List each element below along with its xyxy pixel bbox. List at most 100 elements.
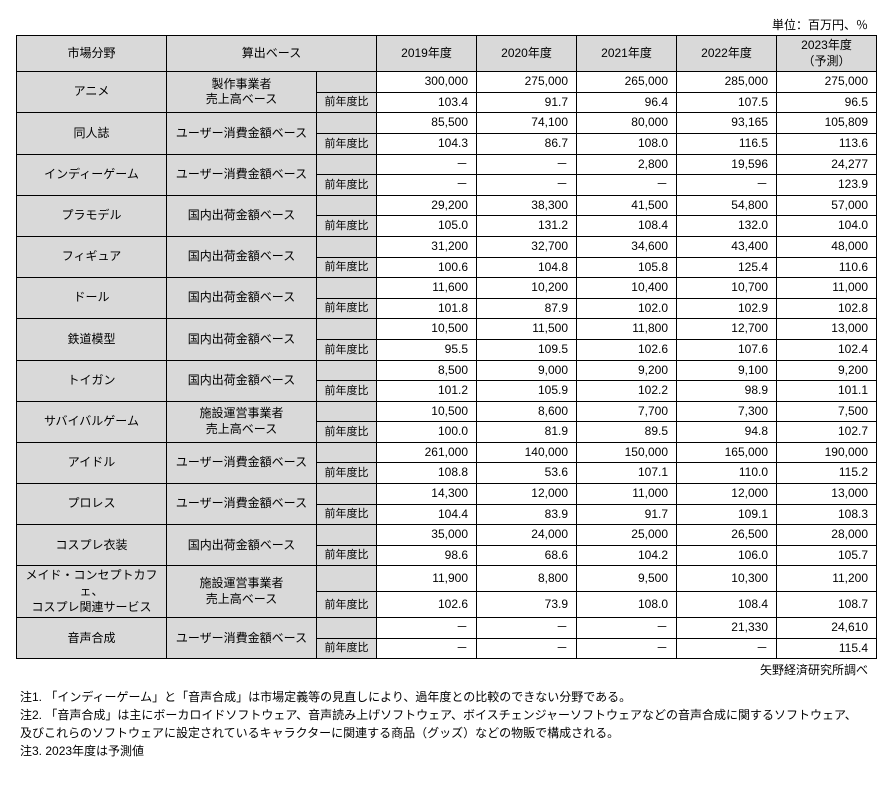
value-cell: 10,300 — [677, 566, 777, 592]
yoy-cell: 132.0 — [677, 216, 777, 237]
yoy-cell: 104.3 — [377, 133, 477, 154]
market-table: 市場分野算出ベース2019年度2020年度2021年度2022年度2023年度（… — [16, 35, 877, 659]
yoy-cell: 95.5 — [377, 339, 477, 360]
value-cell: 11,600 — [377, 278, 477, 299]
category-name: プロレス — [17, 484, 167, 525]
note-line: 注3. 2023年度は予測値 — [20, 742, 868, 760]
yoy-cell: 102.2 — [577, 381, 677, 402]
value-cell: 10,400 — [577, 278, 677, 299]
value-cell: 14,300 — [377, 484, 477, 505]
yoy-cell: 102.6 — [577, 339, 677, 360]
value-cell: 265,000 — [577, 72, 677, 93]
yoy-cell: 107.5 — [677, 92, 777, 113]
yoy-cell: 102.6 — [377, 592, 477, 618]
yoy-label: 前年度比 — [317, 592, 377, 618]
basis-right-empty — [317, 236, 377, 257]
yoy-label: 前年度比 — [317, 381, 377, 402]
basis-right-empty — [317, 401, 377, 422]
category-name: メイド・コンセプトカフェ、コスプレ関連サービス — [17, 566, 167, 618]
category-name: トイガン — [17, 360, 167, 401]
note-line: 注2. 「音声合成」は主にボーカロイドソフトウェア、音声読み上げソフトウェア、ボ… — [20, 706, 868, 742]
basis-label: ユーザー消費金額ベース — [167, 113, 317, 154]
yoy-cell: 87.9 — [477, 298, 577, 319]
yoy-cell: 106.0 — [677, 545, 777, 566]
basis-right-empty — [317, 484, 377, 505]
yoy-cell: 73.9 — [477, 592, 577, 618]
value-cell: 9,200 — [577, 360, 677, 381]
value-cell: 93,165 — [677, 113, 777, 134]
yoy-cell: 104.8 — [477, 257, 577, 278]
yoy-label: 前年度比 — [317, 638, 377, 659]
basis-right-empty — [317, 525, 377, 546]
yoy-cell: 105.7 — [777, 545, 877, 566]
yoy-cell: 105.9 — [477, 381, 577, 402]
yoy-label: 前年度比 — [317, 504, 377, 525]
yoy-cell: 108.4 — [677, 592, 777, 618]
yoy-cell: 110.6 — [777, 257, 877, 278]
value-cell: 10,500 — [377, 401, 477, 422]
value-cell: 12,000 — [677, 484, 777, 505]
notes-block: 注1. 「インディーゲーム」と「音声合成」は市場定義等の見直しにより、過年度との… — [20, 688, 868, 760]
value-cell: 165,000 — [677, 442, 777, 463]
value-cell: 11,800 — [577, 319, 677, 340]
yoy-cell: 68.6 — [477, 545, 577, 566]
basis-label: 国内出荷金額ベース — [167, 236, 317, 277]
yoy-cell: 102.4 — [777, 339, 877, 360]
yoy-cell: 108.8 — [377, 463, 477, 484]
yoy-cell: 83.9 — [477, 504, 577, 525]
yoy-cell: 115.4 — [777, 638, 877, 659]
yoy-cell: 104.2 — [577, 545, 677, 566]
yoy-cell: 96.5 — [777, 92, 877, 113]
value-cell: 19,596 — [677, 154, 777, 175]
value-cell: 11,000 — [777, 278, 877, 299]
yoy-cell: 100.6 — [377, 257, 477, 278]
basis-right-empty — [317, 278, 377, 299]
yoy-cell: 108.7 — [777, 592, 877, 618]
value-cell: 38,300 — [477, 195, 577, 216]
value-cell: 24,000 — [477, 525, 577, 546]
yoy-cell: 115.2 — [777, 463, 877, 484]
value-cell: 24,610 — [777, 618, 877, 639]
value-cell: 12,000 — [477, 484, 577, 505]
yoy-cell: 101.8 — [377, 298, 477, 319]
category-name: アニメ — [17, 72, 167, 113]
value-cell: 54,800 — [677, 195, 777, 216]
value-cell: 7,500 — [777, 401, 877, 422]
value-cell: 8,500 — [377, 360, 477, 381]
basis-label: ユーザー消費金額ベース — [167, 484, 317, 525]
yoy-cell: 89.5 — [577, 422, 677, 443]
category-name: フィギュア — [17, 236, 167, 277]
value-cell: 43,400 — [677, 236, 777, 257]
basis-label: ユーザー消費金額ベース — [167, 442, 317, 483]
value-cell: 105,809 — [777, 113, 877, 134]
header-year-2: 2021年度 — [577, 36, 677, 72]
basis-right-empty — [317, 113, 377, 134]
category-name: ドール — [17, 278, 167, 319]
value-cell: 9,000 — [477, 360, 577, 381]
value-cell: － — [577, 618, 677, 639]
value-cell: － — [377, 618, 477, 639]
basis-label: 施設運営事業者売上高ベース — [167, 566, 317, 618]
basis-right-empty — [317, 442, 377, 463]
yoy-cell: 100.0 — [377, 422, 477, 443]
basis-right-empty — [317, 618, 377, 639]
value-cell: 9,200 — [777, 360, 877, 381]
value-cell: 11,900 — [377, 566, 477, 592]
yoy-cell: － — [477, 638, 577, 659]
yoy-cell: 108.3 — [777, 504, 877, 525]
basis-right-empty — [317, 195, 377, 216]
yoy-cell: 81.9 — [477, 422, 577, 443]
value-cell: 35,000 — [377, 525, 477, 546]
value-cell: 11,000 — [577, 484, 677, 505]
value-cell: 74,100 — [477, 113, 577, 134]
yoy-cell: 107.6 — [677, 339, 777, 360]
unit-label: 単位：百万円、％ — [16, 16, 868, 33]
header-category: 市場分野 — [17, 36, 167, 72]
value-cell: 80,000 — [577, 113, 677, 134]
basis-label: 施設運営事業者売上高ベース — [167, 401, 317, 442]
value-cell: 24,277 — [777, 154, 877, 175]
yoy-cell: 113.6 — [777, 133, 877, 154]
value-cell: 11,200 — [777, 566, 877, 592]
basis-label: 国内出荷金額ベース — [167, 360, 317, 401]
header-year-1: 2020年度 — [477, 36, 577, 72]
